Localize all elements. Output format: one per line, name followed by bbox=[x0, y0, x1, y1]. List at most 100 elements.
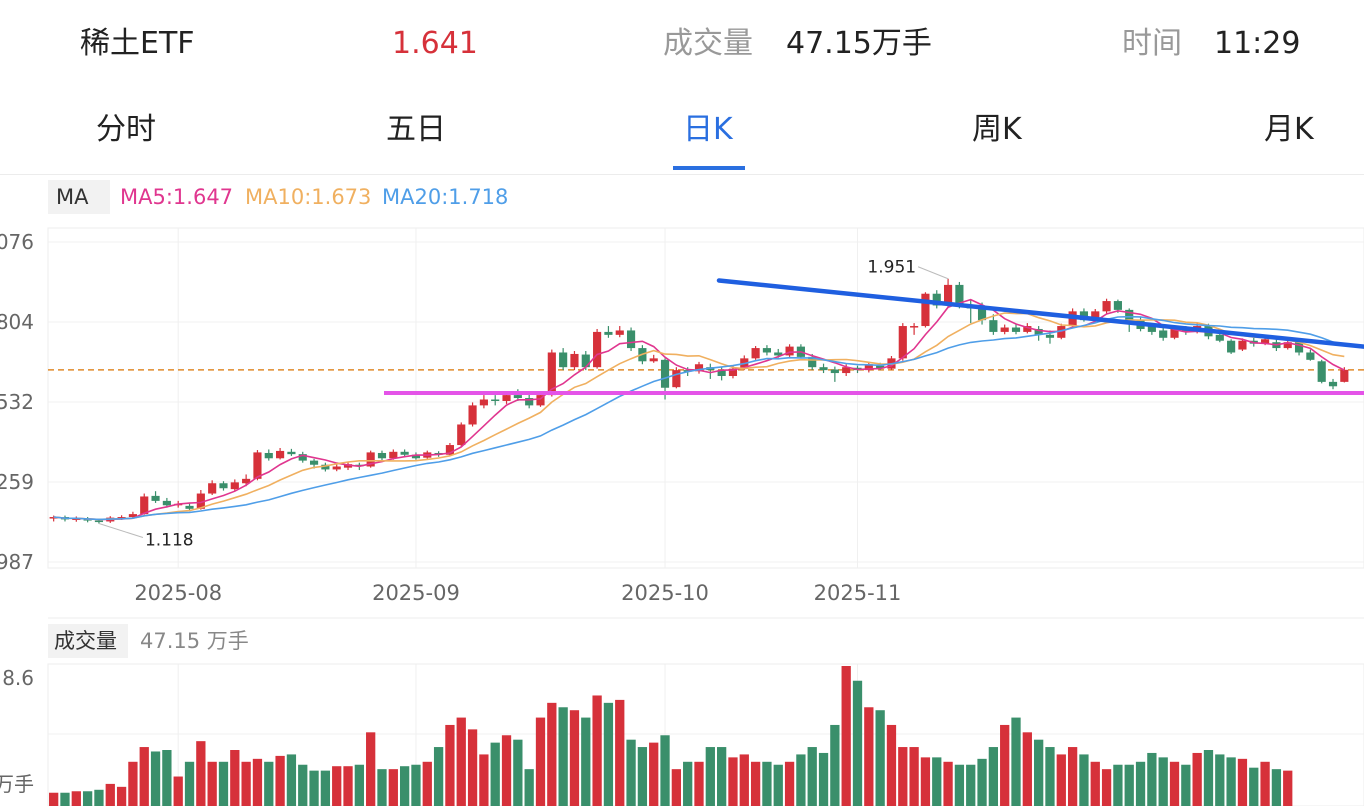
volume-bar bbox=[366, 732, 376, 806]
volume-bar bbox=[739, 754, 749, 806]
time-value: 11:29 bbox=[1214, 26, 1301, 61]
volume-legend-box bbox=[48, 624, 128, 658]
ma20-line bbox=[53, 315, 1345, 521]
volume-bar bbox=[1113, 764, 1123, 806]
volume-bar bbox=[717, 747, 727, 806]
date-tick-label: 2025-10 bbox=[621, 581, 709, 605]
volume-bar bbox=[286, 754, 297, 806]
price-tick-label: 804 bbox=[0, 310, 34, 334]
tab-daily-k[interactable]: 日K bbox=[683, 112, 733, 147]
volume-bar bbox=[1124, 764, 1134, 806]
ma5-legend: MA5:1.647 bbox=[120, 185, 233, 209]
active-tab-indicator bbox=[673, 166, 745, 170]
volume-bar bbox=[162, 750, 172, 806]
kline-chart[interactable]: MA MA5:1.647 MA10:1.673 MA20:1.718 成交量 4… bbox=[0, 174, 1364, 806]
volume-bar bbox=[694, 761, 704, 806]
candle-body bbox=[1261, 339, 1270, 344]
candle-body bbox=[1170, 328, 1179, 338]
volume-bar bbox=[909, 747, 919, 806]
candle-body bbox=[457, 424, 466, 446]
volume-bar bbox=[886, 724, 897, 806]
tab-weekly-k[interactable]: 周K bbox=[972, 112, 1022, 147]
volume-bar bbox=[264, 761, 274, 806]
candle-body bbox=[400, 451, 409, 455]
volume-bar bbox=[637, 747, 648, 806]
volume-bar bbox=[445, 724, 455, 806]
high-marker-leader bbox=[917, 266, 949, 280]
volume-bar bbox=[399, 766, 410, 806]
candle-body bbox=[162, 500, 171, 506]
volume-bar bbox=[705, 747, 715, 806]
candle-body bbox=[1011, 327, 1021, 332]
candle-body bbox=[570, 353, 579, 368]
volume-bar bbox=[128, 761, 138, 806]
price-tick-label: 259 bbox=[0, 470, 34, 494]
tab-five-day[interactable]: 五日 bbox=[386, 112, 446, 147]
volume-bar bbox=[1067, 747, 1078, 806]
candle-body bbox=[479, 399, 488, 406]
candle-body bbox=[547, 352, 556, 396]
candle-body bbox=[921, 293, 930, 327]
volume-bar bbox=[671, 769, 681, 806]
volume-bar bbox=[275, 755, 285, 806]
candle-body bbox=[660, 359, 670, 388]
high-price-label: 1.951 bbox=[867, 258, 916, 278]
period-tabs: 分时 五日 日K 周K 月K bbox=[0, 92, 1364, 175]
candle-body bbox=[1147, 326, 1156, 332]
candle-body bbox=[185, 505, 194, 509]
volume-bar bbox=[1079, 754, 1089, 806]
candle-body bbox=[72, 518, 81, 521]
candle-body bbox=[1227, 340, 1236, 353]
tab-monthly-k[interactable]: 月K bbox=[1264, 112, 1314, 147]
ma10-legend: MA10:1.673 bbox=[245, 185, 371, 209]
price-tick-label: 076 bbox=[0, 230, 34, 254]
volume-bar bbox=[547, 702, 557, 806]
candle-body bbox=[683, 370, 692, 372]
candle-body bbox=[1159, 330, 1168, 338]
volume-bar bbox=[1056, 754, 1066, 806]
volume-bar bbox=[60, 792, 70, 806]
price-axis: 076 804 532 259 987 bbox=[0, 230, 34, 574]
volume-panel-frame bbox=[47, 663, 1364, 806]
candle-body bbox=[649, 358, 658, 362]
volume-bar bbox=[467, 729, 478, 806]
volume-bar bbox=[1034, 739, 1044, 806]
candle-body bbox=[1045, 334, 1055, 338]
volume-bar bbox=[1226, 757, 1236, 806]
candle-body bbox=[343, 464, 353, 468]
candle-body bbox=[864, 364, 873, 371]
volume-bar bbox=[1181, 764, 1191, 806]
volume-bar bbox=[683, 761, 693, 806]
volume-bar bbox=[150, 751, 161, 806]
volume-bar bbox=[1022, 732, 1032, 806]
candle-body bbox=[151, 495, 160, 501]
candle-body bbox=[287, 451, 296, 455]
candle-body bbox=[196, 493, 205, 509]
volume-bar bbox=[490, 742, 500, 806]
volume-bar bbox=[535, 717, 546, 806]
candle-body bbox=[1091, 311, 1100, 321]
candle-body bbox=[604, 331, 613, 335]
volume-bar bbox=[388, 769, 398, 806]
volume-bar bbox=[1147, 752, 1157, 806]
tab-intraday[interactable]: 分时 bbox=[96, 112, 156, 147]
volume-bar bbox=[875, 710, 885, 806]
candle-body bbox=[785, 346, 794, 356]
ma10-line bbox=[53, 312, 1345, 521]
volume-value: 47.15万手 bbox=[786, 26, 932, 61]
volume-bar bbox=[252, 758, 263, 806]
candle-body bbox=[377, 452, 387, 459]
low-price-label: 1.118 bbox=[145, 531, 194, 551]
price-panel-frame bbox=[47, 227, 1364, 569]
candle-body bbox=[1283, 342, 1292, 349]
candle-body bbox=[977, 308, 987, 321]
volume-bar bbox=[852, 680, 863, 806]
volume-bar bbox=[920, 757, 931, 806]
candle-body bbox=[932, 293, 941, 306]
volume-bar bbox=[1045, 747, 1055, 806]
candle-body bbox=[321, 464, 330, 470]
date-tick-label: 2025-11 bbox=[814, 581, 902, 605]
volume-bar bbox=[309, 770, 319, 806]
volume-bar bbox=[230, 750, 240, 806]
candle-body bbox=[253, 452, 262, 479]
